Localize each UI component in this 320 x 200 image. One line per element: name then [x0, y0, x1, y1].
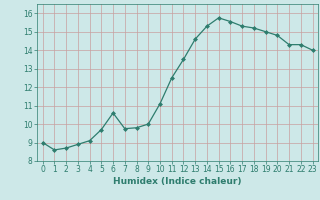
X-axis label: Humidex (Indice chaleur): Humidex (Indice chaleur)	[113, 177, 242, 186]
